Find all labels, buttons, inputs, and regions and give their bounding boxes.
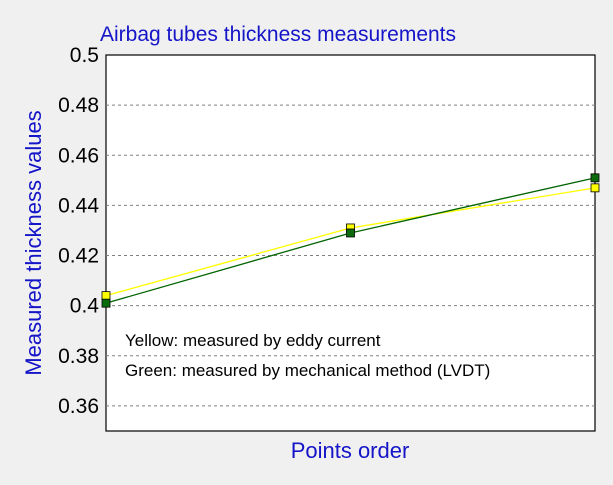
y-tick-label: 0.36 — [58, 395, 99, 418]
chart-title: Airbag tubes thickness measurements — [100, 23, 456, 46]
y-axis-ticks: 0.36 0.38 0.4 0.42 0.44 0.46 0.48 0.5 — [58, 44, 99, 418]
y-tick-label: 0.38 — [58, 345, 99, 368]
data-point-green — [346, 228, 355, 238]
y-tick-label: 0.42 — [58, 245, 99, 268]
plot-area — [105, 54, 596, 432]
y-tick-label: 0.4 — [70, 295, 100, 318]
y-axis-label: Measured thickness values — [21, 110, 46, 375]
data-point-yellow — [101, 291, 111, 301]
y-tick-label: 0.5 — [70, 44, 99, 67]
y-tick-label: 0.44 — [58, 194, 99, 217]
y-tick-label: 0.48 — [58, 94, 99, 117]
data-point-green — [590, 173, 600, 183]
annotation-yellow: Yellow: measured by eddy current — [125, 331, 381, 350]
x-axis-label: Points order — [291, 438, 410, 463]
data-point-yellow — [590, 183, 600, 193]
series-markers — [101, 173, 600, 308]
annotation-green: Green: measured by mechanical method (LV… — [125, 361, 490, 380]
data-point-green — [101, 298, 111, 308]
y-tick-label: 0.46 — [58, 144, 99, 167]
